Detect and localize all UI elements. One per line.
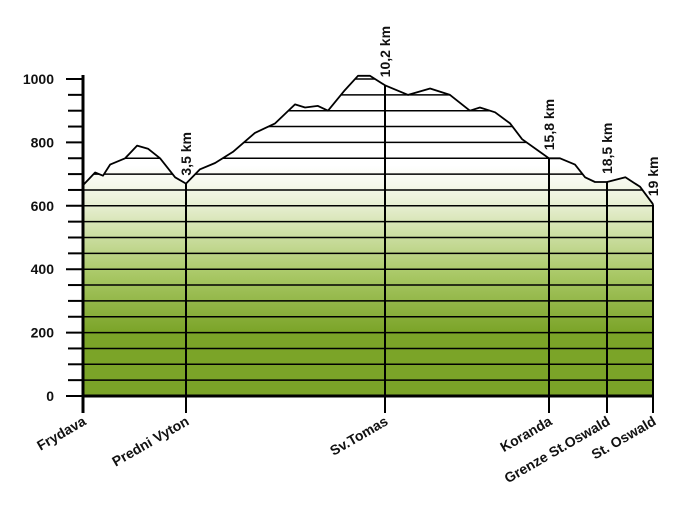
y-tick-label: 0 [46, 388, 54, 404]
y-tick-label: 1000 [23, 71, 54, 87]
grid [83, 78, 653, 397]
waypoint-label: Frydava [34, 413, 89, 454]
waypoint-label: Sv.Tomas [327, 413, 391, 459]
km-label: 18,5 km [599, 123, 615, 174]
y-tick-label: 600 [31, 198, 55, 214]
area [83, 75, 653, 397]
profile-line [82, 74, 654, 205]
km-label: 10,2 km [377, 26, 393, 77]
y-tick-label: 200 [31, 325, 55, 341]
waypoint-label: Predni Vyton [109, 413, 191, 470]
km-label: 19 km [645, 157, 661, 197]
km-label: 3,5 km [178, 132, 194, 176]
km-label: 15,8 km [541, 99, 557, 150]
y-tick-label: 400 [31, 261, 55, 277]
y-tick-label: 800 [31, 134, 55, 150]
